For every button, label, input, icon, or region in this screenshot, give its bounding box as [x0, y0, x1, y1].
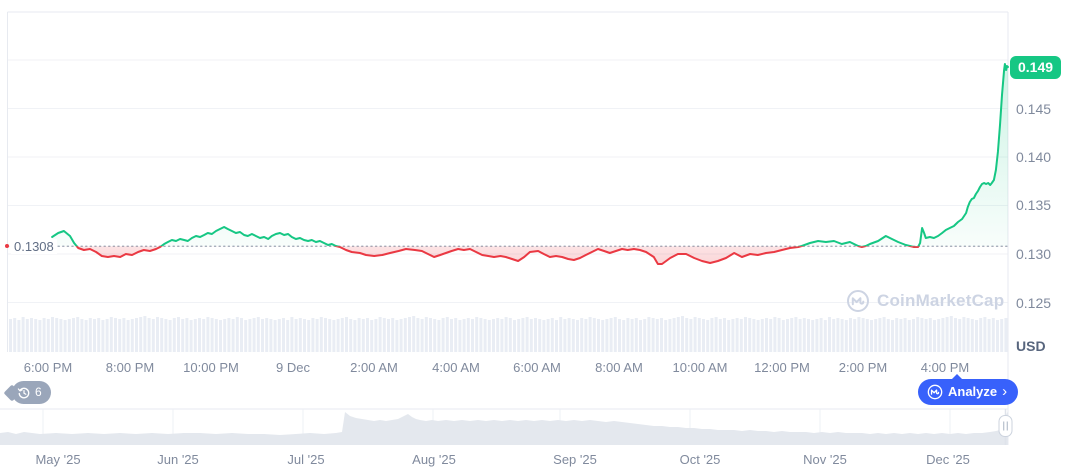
analyze-button[interactable]: Analyze ›	[918, 374, 1019, 405]
chevron-right-icon: ›	[1002, 383, 1008, 400]
navigator-month-label: Aug '25	[412, 452, 456, 467]
x-axis-label: 8:00 PM	[105, 360, 155, 375]
coinmarketcap-watermark: CoinMarketCap	[846, 288, 1004, 314]
x-axis-label: 2:00 AM	[350, 360, 398, 375]
y-axis-label: 0.140	[1016, 149, 1052, 165]
y-axis-label: 0.125	[1016, 295, 1052, 311]
analyze-logo-icon	[927, 384, 943, 400]
volume-bars	[9, 316, 1008, 352]
y-axis-label: 0.135	[1016, 197, 1052, 213]
coinmarketcap-logo-icon	[846, 289, 870, 313]
x-axis-label: 4:00 PM	[920, 360, 970, 375]
x-axis-label: 10:00 PM	[183, 360, 239, 375]
current-price-badge: 0.149	[1010, 56, 1062, 79]
x-axis-label: 6:00 AM	[513, 360, 561, 375]
gridlines	[7, 11, 1009, 445]
currency-unit-label: USD	[1016, 338, 1046, 354]
navigator-handle[interactable]	[998, 415, 1013, 437]
navigator-month-label: Oct '25	[679, 452, 721, 467]
navigator-month-label: Jun '25	[157, 452, 199, 467]
y-axis-label: 0.145	[1016, 101, 1052, 117]
x-axis-label: 12:00 PM	[754, 360, 810, 375]
navigator-area[interactable]	[0, 411, 1008, 445]
history-clock-icon	[17, 386, 31, 400]
watermark-text: CoinMarketCap	[877, 291, 1005, 310]
price-line-series	[51, 63, 1009, 265]
x-axis-label: 4:00 AM	[432, 360, 480, 375]
x-axis-label: 9 Dec	[276, 360, 310, 375]
x-axis-label: 2:00 PM	[838, 360, 888, 375]
analyze-button-label: Analyze	[948, 384, 998, 399]
recently-viewed-count: 6	[35, 385, 42, 399]
y-axis-label: 0.130	[1016, 246, 1052, 262]
reference-price-label: 0.1308	[11, 239, 57, 254]
navigator-month-label: May '25	[35, 452, 81, 467]
navigator-month-label: Nov '25	[803, 452, 847, 467]
x-axis-label: 8:00 AM	[595, 360, 643, 375]
x-axis-label: 6:00 PM	[23, 360, 73, 375]
navigator-month-label: Dec '25	[926, 452, 970, 467]
x-axis-label: 10:00 AM	[672, 360, 728, 375]
navigator[interactable]	[0, 408, 1013, 445]
recently-viewed-badge[interactable]: 6	[12, 381, 51, 404]
reference-price-dot	[5, 244, 9, 248]
navigator-month-label: Jul '25	[287, 452, 325, 467]
navigator-month-label: Sep '25	[553, 452, 597, 467]
